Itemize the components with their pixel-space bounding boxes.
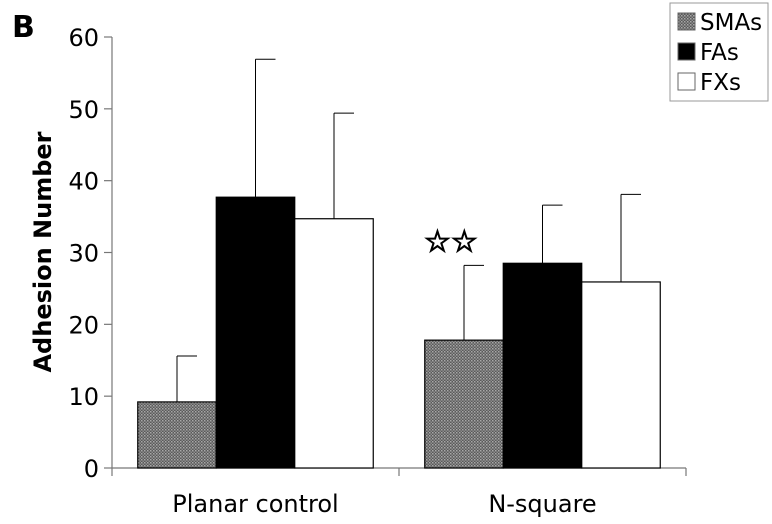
x-category-label: Planar control	[172, 490, 338, 518]
y-tick-label: 0	[84, 455, 99, 483]
legend-label-smas: SMAs	[700, 10, 762, 36]
bar-fas-planar-control	[215, 196, 296, 469]
y-tick-label: 20	[68, 311, 99, 339]
legend-swatch-fxs	[677, 72, 696, 91]
panel-label: B	[12, 10, 35, 45]
y-tick-label: 40	[68, 168, 99, 196]
y-tick-label: 50	[68, 96, 99, 124]
bars-group	[137, 196, 661, 469]
y-tick-label: 30	[68, 240, 99, 268]
legend: SMAs FAs FXs	[669, 2, 769, 102]
error-bars-group	[176, 58, 641, 402]
y-tick-label: 10	[68, 383, 99, 411]
legend-swatch-fas	[677, 42, 696, 61]
axes: 0 10 20 30 40 50 60 Planar control N-square	[68, 24, 687, 518]
bar-fas-n-square	[502, 262, 583, 469]
legend-label-fxs: FXs	[700, 70, 741, 96]
y-axis-title: Adhesion Number	[29, 131, 57, 372]
bar-fxs-planar-control	[294, 218, 374, 469]
y-tick-label: 60	[68, 24, 99, 52]
significance-stars: ☆☆	[424, 224, 478, 259]
bar-fxs-n-square	[581, 281, 661, 469]
legend-label-fas: FAs	[700, 40, 739, 66]
annotations-group: ☆☆	[423, 224, 478, 260]
bar-smas-n-square	[424, 339, 504, 469]
x-category-label: N-square	[488, 490, 596, 518]
legend-swatch-smas	[677, 12, 696, 31]
bar-smas-planar-control	[137, 401, 217, 469]
